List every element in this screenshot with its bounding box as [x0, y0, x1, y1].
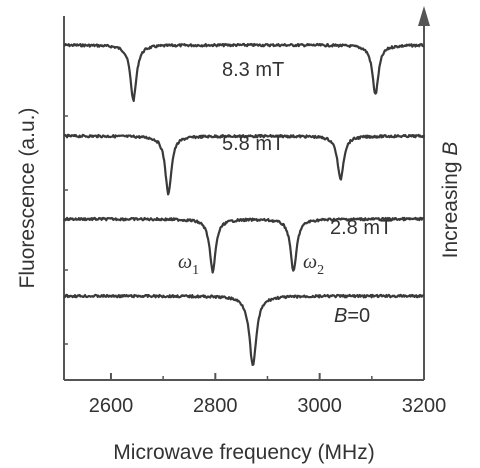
series-label-2: 5.8 mT	[222, 133, 284, 155]
series-labels: 8.3 mT 5.8 mT 2.8 mT B=0	[222, 59, 392, 327]
x-tick-label: 3200	[402, 395, 447, 417]
y-axis-label: Fluorescence (a.u.)	[16, 108, 39, 289]
x-tick-label: 2800	[193, 395, 238, 417]
x-tick-label: 2600	[89, 395, 134, 417]
series-label-3: 2.8 mT	[330, 217, 392, 239]
series-label-1: 8.3 mT	[222, 59, 284, 81]
omega-1-annotation: ω1	[178, 251, 199, 278]
omega-2-annotation: ω2	[303, 251, 324, 278]
series-label-4: B=0	[334, 305, 370, 327]
x-axis-label: Microwave frequency (MHz)	[113, 441, 374, 464]
increasing-b-label: Increasing B	[439, 142, 462, 259]
increasing-b-arrow-head	[418, 6, 430, 26]
x-tick-label: 3000	[297, 395, 342, 417]
